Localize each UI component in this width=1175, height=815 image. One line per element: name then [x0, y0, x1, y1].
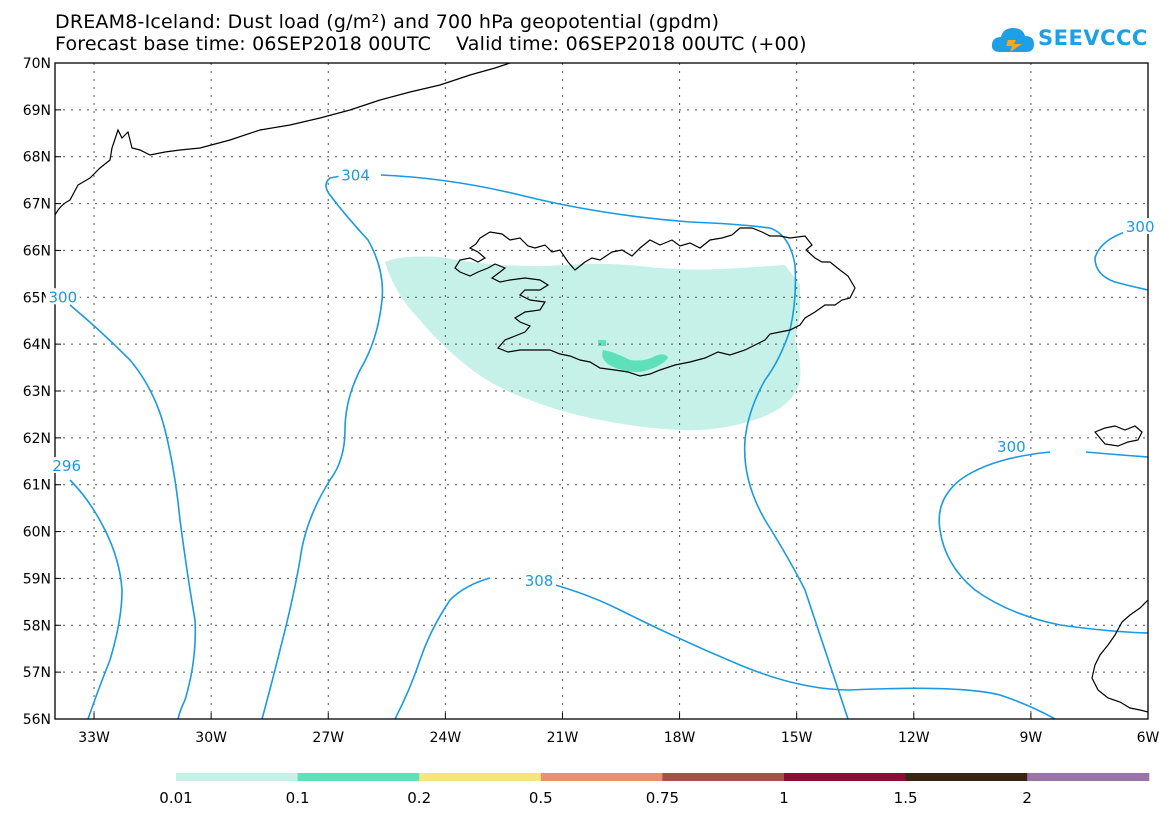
contour-label: 300 [997, 438, 1026, 456]
latitude-labels: 70N 69N 68N 67N 66N 65N 64N 63N 62N 61N 60N 59N 58N 5… [23, 56, 51, 728]
lon-label: 33W [78, 730, 110, 746]
contour-label-bg [45, 288, 80, 305]
coastlines [55, 63, 1148, 713]
longitude-labels: 33W 30W 27W 24W 21W 18W 15W 12W 9W 6W [78, 730, 1159, 746]
contour-304-east [380, 174, 849, 719]
colorbar-swatch [176, 773, 299, 781]
contour-300-south [938, 451, 1148, 634]
colorbar-swatch [1027, 773, 1150, 781]
lat-label: 63N [23, 384, 51, 400]
lon-label: 9W [1020, 730, 1043, 746]
geopotential-contours [69, 173, 1148, 719]
contour-308-east [531, 578, 1056, 719]
contour-label: 300 [48, 288, 77, 306]
contour-label: 300 [1126, 218, 1155, 236]
colorbar-swatch [784, 773, 907, 781]
lat-label: 67N [23, 197, 51, 213]
lat-label: 69N [23, 103, 51, 119]
lon-label: 27W [312, 730, 344, 746]
contour-label: 296 [52, 457, 81, 475]
dust-area-low [385, 256, 801, 431]
colorbar-label: 0.1 [286, 789, 310, 807]
colorbar [176, 773, 1150, 781]
lat-label: 61N [23, 478, 51, 494]
graticule [55, 63, 1148, 719]
contour-label-bg [338, 166, 373, 183]
colorbar-label: 2 [1022, 789, 1032, 807]
contour-label-bg [49, 456, 84, 473]
contour-304 [261, 173, 384, 719]
lon-label: 6W [1137, 730, 1160, 746]
lat-label: 62N [23, 431, 51, 447]
lat-label: 56N [23, 712, 51, 728]
map-subtitle: Forecast base time: 06SEP2018 00UTC Vali… [55, 33, 807, 55]
contour-300-south-east [1085, 451, 1148, 458]
lat-label: 60N [23, 525, 51, 541]
lat-label: 59N [23, 571, 51, 587]
lat-label: 68N [23, 150, 51, 166]
contour-labels: 304 308 300 300 300 296 [45, 166, 1158, 590]
lon-label: 30W [195, 730, 227, 746]
contour-label-bg [1123, 218, 1158, 234]
lat-label: 64N [23, 337, 51, 353]
colorbar-swatch [540, 773, 663, 781]
colorbar-label: 0.75 [646, 789, 679, 807]
axis-ticks [55, 62, 1149, 720]
contour-label-bg [994, 438, 1029, 455]
lat-label: 58N [23, 618, 51, 634]
contour-label: 304 [341, 166, 370, 184]
coast-iceland [454, 227, 856, 377]
lat-label: 65N [23, 290, 51, 306]
colorbar-labels: 0.01 0.1 0.2 0.5 0.75 1 1.5 2 [159, 789, 1032, 807]
lon-label: 15W [781, 730, 813, 746]
coast-greenland [55, 63, 511, 216]
lat-label: 70N [23, 56, 51, 72]
colorbar-label: 0.01 [159, 789, 192, 807]
colorbar-label: 0.5 [529, 789, 553, 807]
lat-label: 66N [23, 243, 51, 259]
colorbar-swatch [905, 773, 1028, 781]
contour-308 [394, 577, 491, 719]
colorbar-swatch [419, 773, 542, 781]
contour-label: 308 [525, 572, 554, 590]
lon-label: 12W [898, 730, 930, 746]
dust-area-mid-dot [598, 340, 606, 346]
coast-scotland [1091, 599, 1148, 713]
contour-label-bg [522, 571, 557, 588]
contour-300-ne [1094, 230, 1148, 291]
lon-label: 24W [430, 730, 462, 746]
colorbar-label: 0.2 [407, 789, 431, 807]
logo-text: SEEVCCC [1038, 26, 1148, 50]
contour-300-west [69, 304, 197, 719]
cloud-icon [991, 28, 1034, 52]
seevccc-logo: SEEVCCC [990, 20, 1150, 60]
colorbar-swatch [297, 773, 420, 781]
contour-296-west [69, 479, 123, 719]
lon-label: 21W [547, 730, 579, 746]
map-title: DREAM8-Iceland: Dust load (g/m²) and 700… [55, 11, 720, 33]
lon-label: 18W [664, 730, 696, 746]
colorbar-swatch [662, 773, 785, 781]
dust-area-mid [602, 350, 668, 372]
colorbar-label: 1.5 [894, 789, 918, 807]
coast-faroes [1094, 425, 1143, 447]
colorbar-label: 1 [779, 789, 789, 807]
lat-label: 57N [23, 665, 51, 681]
